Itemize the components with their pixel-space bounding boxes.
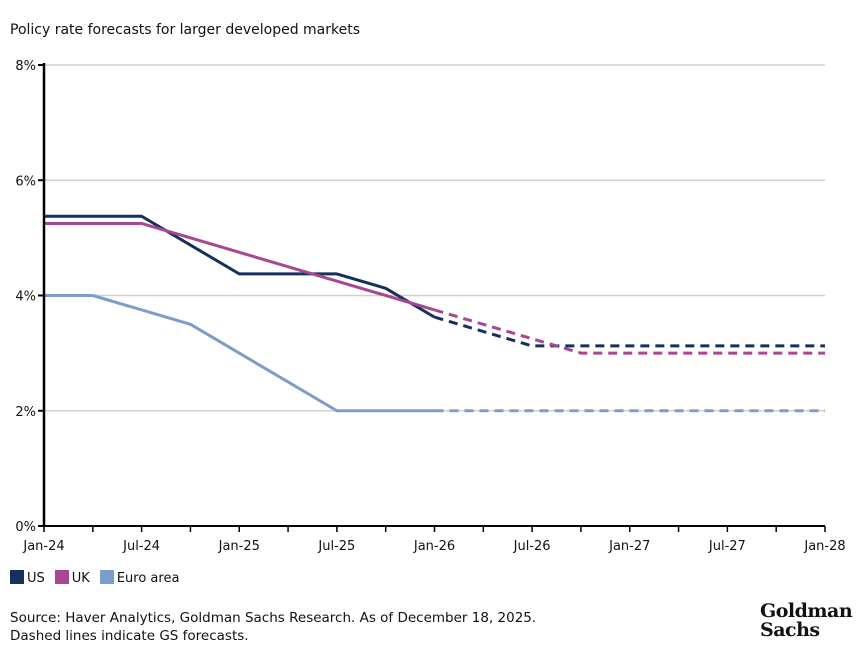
legend-swatch	[54, 570, 69, 584]
series-line-euro-area	[44, 294, 435, 413]
forecast-note: Dashed lines indicate GS forecasts.	[10, 628, 249, 644]
source-text: Source: Haver Analytics, Goldman Sachs R…	[10, 610, 537, 626]
x-tick-label: Jul-26	[513, 539, 551, 554]
legend: US UK Euro area	[10, 570, 183, 586]
x-tick-label: Jan-28	[803, 539, 845, 554]
y-tick-label: 4%	[15, 290, 36, 305]
x-tick-label: Jan-25	[218, 539, 260, 554]
goldman-sachs-logo: Goldman Sachs	[760, 600, 853, 641]
series-line-us	[44, 214, 436, 319]
x-tick-label: Jul-24	[122, 539, 160, 554]
legend-item-uk: UK	[54, 570, 90, 586]
legend-swatch	[99, 570, 114, 584]
y-tick-label: 6%	[15, 174, 36, 189]
x-tick-label: Jul-27	[708, 539, 746, 554]
legend-label: Euro area	[116, 571, 180, 586]
forecast-line-us	[434, 315, 825, 348]
legend-swatch	[10, 570, 24, 584]
legend-item-us: US	[10, 570, 45, 586]
legend-label: US	[27, 571, 45, 586]
chart-title: Policy rate forecasts for larger develop…	[10, 22, 361, 38]
source-note: Source: Haver Analytics, Goldman Sachs R…	[10, 609, 536, 645]
line-chart: 0% 2% 4% 6% 8% Jan-24 Jul-24 Jan-25 Jul-25 Jan-26…	[15, 59, 845, 554]
x-tick-label: Jul-25	[317, 539, 355, 554]
legend-label: UK	[71, 571, 90, 586]
x-tick-label: Jan-24	[22, 539, 64, 554]
x-tick-label: Jan-26	[413, 539, 455, 554]
x-tick-label: Jan-27	[608, 539, 650, 554]
y-tick-label: 0%	[15, 520, 36, 535]
series-line-uk	[44, 221, 435, 312]
y-tick-label: 8%	[15, 59, 36, 74]
y-tick-label: 2%	[15, 405, 36, 420]
forecast-line-uk	[434, 308, 825, 355]
legend-item-euro-area: Euro area	[99, 570, 180, 586]
